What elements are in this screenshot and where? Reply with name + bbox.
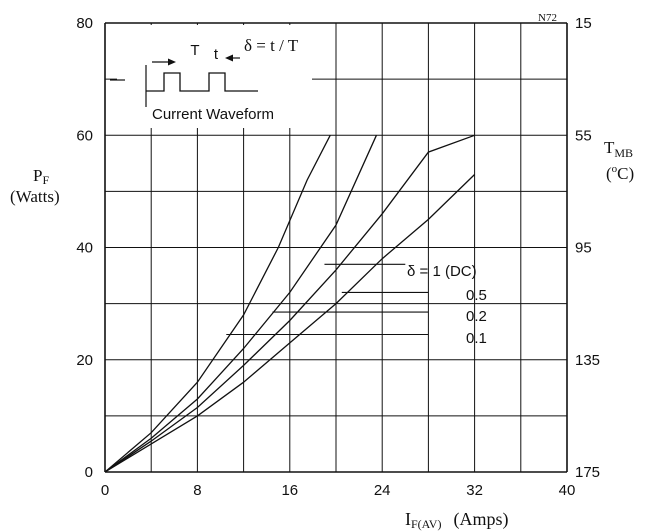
- y-left-label-unit: (Watts): [10, 187, 60, 206]
- curve-line-0: [104, 174, 476, 473]
- x-tick-label: 32: [466, 482, 483, 499]
- y-left-axis-label: PF (Watts): [10, 166, 60, 206]
- x-label-main: I: [405, 509, 411, 529]
- y-left-tick-labels: 0 20 40 60 80: [76, 15, 93, 481]
- y-left-tick-label: 40: [76, 240, 93, 257]
- y-left-label-main: P: [33, 166, 42, 185]
- y-left-label-sub: F: [42, 173, 49, 187]
- curve-line-3: [104, 135, 331, 473]
- x-tick-label: 16: [281, 482, 298, 499]
- waveform-pulses: [146, 72, 258, 92]
- inset-background: [117, 25, 312, 128]
- y-left-tick-label: 0: [85, 464, 93, 481]
- y-right-tick-label: 135: [575, 352, 600, 369]
- inset-formula: δ = t / T: [244, 36, 299, 55]
- svg-text:(oC): (oC): [606, 163, 634, 183]
- svg-text:PF: PF: [33, 166, 49, 187]
- waveform-inset: T t δ = t / T Current Waveform: [110, 25, 312, 128]
- inset-t-label: t: [214, 46, 219, 63]
- y-left-tick-label: 80: [76, 15, 93, 32]
- curve-line-1: [104, 134, 475, 473]
- y-right-tick-labels: 175 135 95 55 15: [575, 15, 600, 481]
- x-axis-label: IF(AV) (Amps): [405, 509, 508, 531]
- x-tick-label: 40: [559, 482, 576, 499]
- curve-label-0-2: 0.2: [466, 308, 487, 325]
- y-left-tick-label: 20: [76, 352, 93, 369]
- inset-T-label: T: [190, 42, 199, 59]
- curve-leader-lines: [226, 263, 429, 336]
- y-right-tick-label: 95: [575, 240, 592, 257]
- y-right-unit-post: C): [617, 164, 634, 183]
- t-arrowhead: [225, 54, 233, 62]
- y-right-label-main: T: [604, 138, 615, 157]
- y-left-tick-label: 60: [76, 127, 93, 144]
- y-right-unit-pre: (: [606, 164, 612, 183]
- x-tick-label: 8: [193, 482, 201, 499]
- T-arrowhead: [168, 58, 176, 66]
- x-label-sub: F(AV): [411, 517, 441, 531]
- y-right-label-sub: MB: [614, 146, 633, 160]
- y-right-tick-label: 175: [575, 464, 600, 481]
- curve-line-2: [104, 135, 377, 473]
- curve-label-0-5: 0.5: [466, 287, 487, 304]
- y-right-axis-label: TMB (oC): [604, 138, 634, 183]
- figure-code: N72: [538, 12, 557, 24]
- y-right-tick-label: 55: [575, 127, 592, 144]
- x-tick-label: 0: [101, 482, 109, 499]
- x-tick-labels: 0 8 16 24 32 40: [101, 482, 576, 499]
- curve-label-0-1: 0.1: [466, 330, 487, 347]
- y-right-unit-sup: o: [612, 163, 618, 175]
- x-tick-label: 24: [374, 482, 391, 499]
- chart-curves: [104, 134, 476, 473]
- chart-grid: [104, 22, 568, 473]
- inset-caption: Current Waveform: [152, 106, 274, 123]
- svg-text:TMB: TMB: [604, 138, 633, 160]
- x-label-unit: (Amps): [453, 509, 508, 530]
- curve-label-dc: δ = 1 (DC): [407, 263, 477, 280]
- y-right-tick-label: 15: [575, 15, 592, 32]
